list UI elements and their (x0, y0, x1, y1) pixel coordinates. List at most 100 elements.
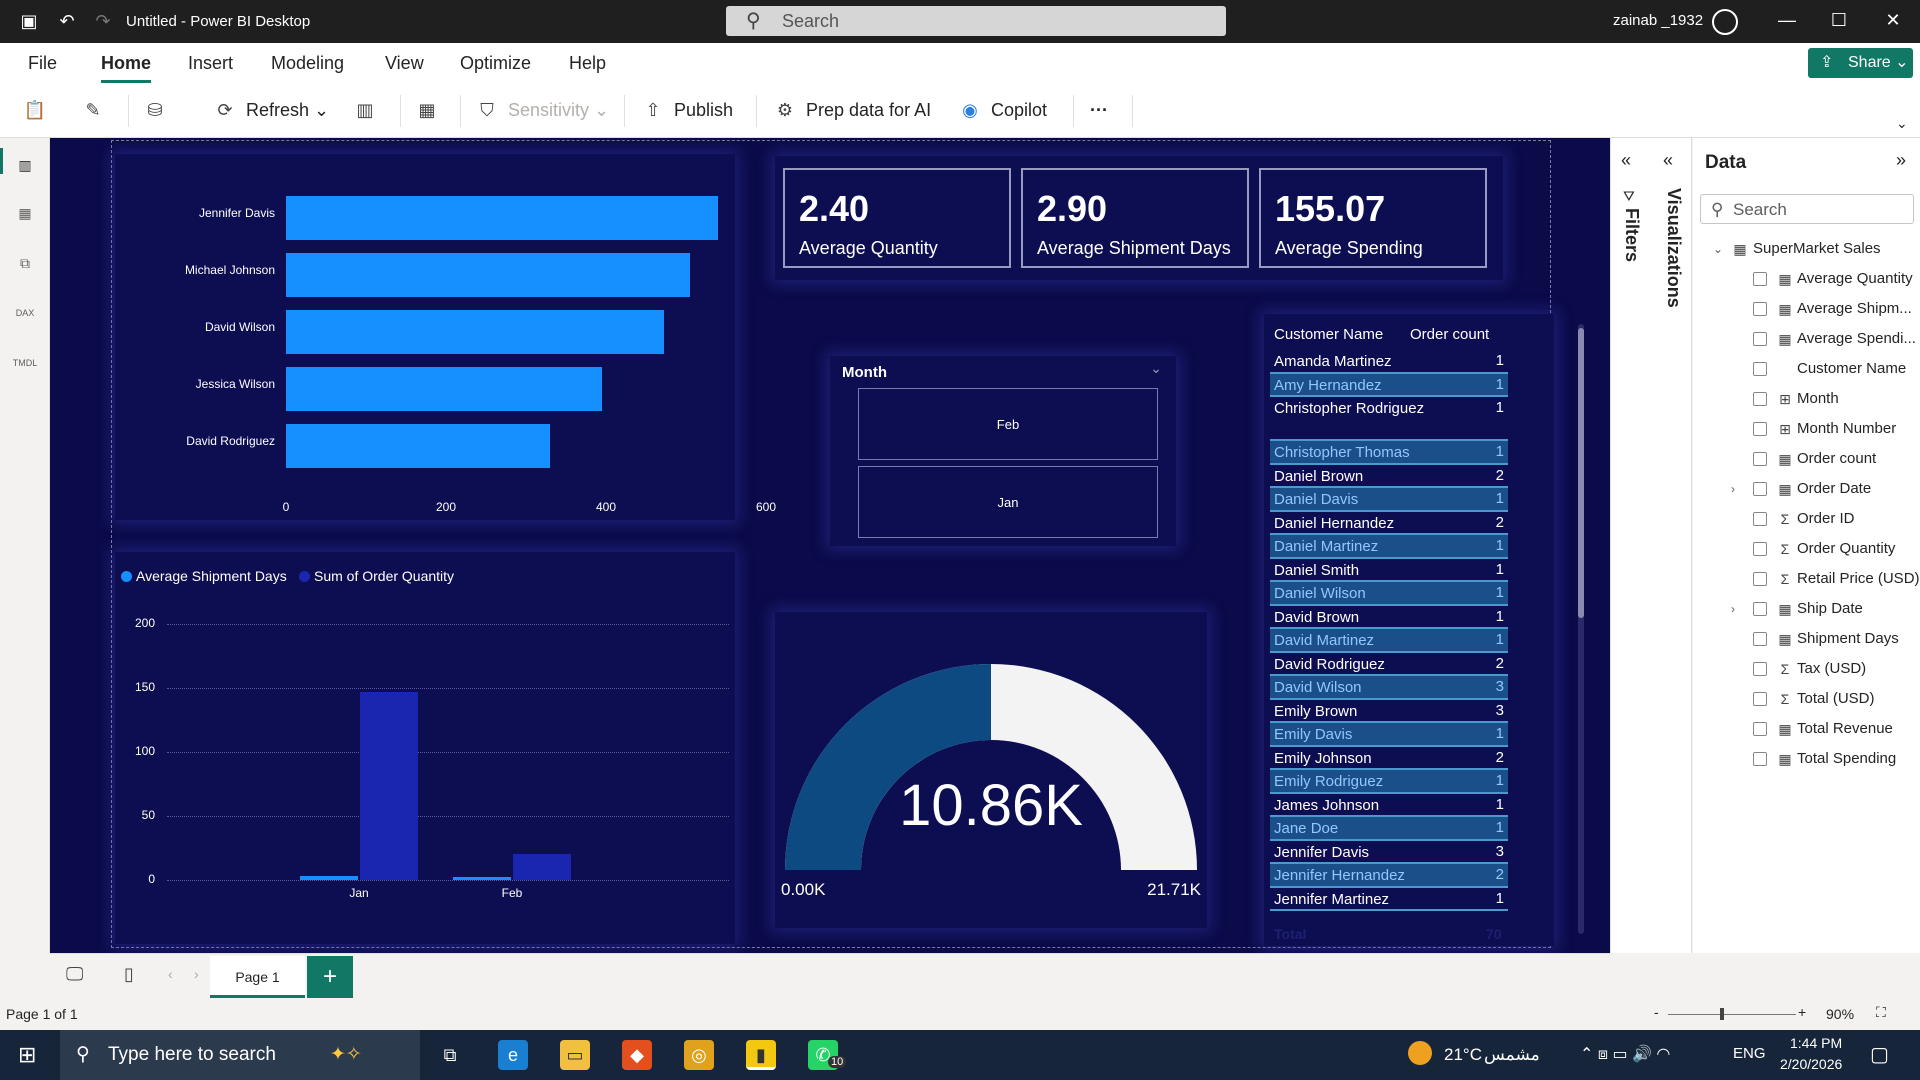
minimize-icon[interactable]: — (1778, 10, 1796, 30)
field-item[interactable]: ▦ Average Quantity (1693, 266, 1920, 292)
field-checkbox[interactable] (1753, 422, 1767, 436)
collapse-data-icon[interactable]: » (1896, 150, 1907, 170)
fit-to-page-icon[interactable]: ⛶ (1876, 1004, 1886, 1020)
paste-button[interactable]: 📋 (22, 93, 56, 127)
field-item[interactable]: ⊞ Month (1693, 386, 1920, 412)
table-scrollbar[interactable] (1578, 324, 1584, 934)
zoom-in-icon[interactable]: + (1798, 1004, 1807, 1020)
bar[interactable] (286, 196, 718, 240)
menu-insert[interactable]: Insert (188, 53, 234, 73)
field-checkbox[interactable] (1753, 452, 1767, 466)
task-view-icon[interactable]: ⧉ (443, 1045, 457, 1065)
slicer-item-feb[interactable]: Feb (858, 388, 1158, 460)
field-item[interactable]: ⊞ Month Number (1693, 416, 1920, 442)
expand-visualizations-icon[interactable]: « (1663, 150, 1674, 170)
table-row[interactable]: Christopher Rodriguez 1 (1270, 397, 1508, 441)
chrome-icon[interactable]: ◎ (684, 1040, 714, 1070)
column-header-customer[interactable]: Customer Name (1274, 326, 1384, 343)
kpi-card[interactable]: 155.07 Average Spending (1259, 168, 1487, 268)
field-checkbox[interactable] (1753, 332, 1767, 346)
field-checkbox[interactable] (1753, 392, 1767, 406)
windows-start-icon[interactable]: ⊞ (18, 1042, 37, 1067)
kpi-card[interactable]: 2.90 Average Shipment Days (1021, 168, 1249, 268)
file-explorer-icon[interactable]: ▭ (560, 1040, 590, 1070)
table-row[interactable]: David Brown 1 (1270, 606, 1508, 629)
table-row[interactable]: Emily Brown 3 (1270, 700, 1508, 723)
table-row[interactable]: Daniel Martinez 1 (1270, 535, 1508, 559)
model-view-icon[interactable]: ⧉ (20, 255, 30, 271)
field-checkbox[interactable] (1753, 272, 1767, 286)
publish-button[interactable]: ⇧ Publish (640, 93, 733, 127)
column-header-order-count[interactable]: Order count (1410, 326, 1490, 343)
table-row[interactable]: James Johnson 1 (1270, 794, 1508, 817)
more-options-button[interactable]: ··· (1090, 100, 1108, 120)
field-checkbox[interactable] (1753, 302, 1767, 316)
table-scroll-thumb[interactable] (1578, 328, 1584, 618)
menu-help[interactable]: Help (569, 53, 607, 73)
chevron-down-icon[interactable]: ⌄ (1150, 360, 1162, 376)
undo-icon[interactable]: ↶ (59, 11, 75, 31)
bar[interactable] (286, 253, 690, 297)
table-row[interactable]: Daniel Brown 2 (1270, 465, 1508, 488)
table-row[interactable]: Jennifer Martinez 1 (1270, 888, 1508, 911)
chevron-down-icon[interactable]: ⌄ (1713, 242, 1724, 256)
avatar[interactable] (1712, 9, 1738, 35)
copilot-button[interactable]: ◉ Copilot (957, 93, 1047, 127)
field-item[interactable]: Σ Order ID (1693, 506, 1920, 532)
add-page-button[interactable]: + (307, 956, 353, 998)
language-indicator[interactable]: ENG (1733, 1045, 1766, 1062)
prev-page-icon[interactable]: ‹ (168, 966, 173, 982)
table-row[interactable]: Daniel Davis 1 (1270, 488, 1508, 512)
calculator-button[interactable]: ▦ (414, 93, 448, 127)
format-painter-button[interactable]: ✎ (80, 93, 114, 127)
field-item[interactable]: ▦ Order count (1693, 446, 1920, 472)
gauge-chart[interactable]: 10.86K 0.00K 21.71K (775, 612, 1207, 928)
column-chart[interactable]: Average Shipment Days Sum of Order Quant… (115, 552, 735, 944)
report-view-icon[interactable]: ▥ (18, 157, 32, 173)
field-item[interactable]: Σ Total (USD) (1693, 686, 1920, 712)
new-visual-button[interactable]: ▥ (352, 93, 386, 127)
maximize-icon[interactable]: ☐ (1830, 10, 1848, 30)
zoom-out-icon[interactable]: - (1654, 1004, 1659, 1020)
desktop-layout-icon[interactable]: 🖵 (66, 964, 84, 984)
field-checkbox[interactable] (1753, 572, 1767, 586)
menu-file[interactable]: File (28, 53, 58, 73)
field-checkbox[interactable] (1753, 662, 1767, 676)
field-checkbox[interactable] (1753, 632, 1767, 646)
field-checkbox[interactable] (1753, 542, 1767, 556)
redo-icon[interactable]: ↷ (95, 11, 111, 31)
column[interactable] (360, 691, 418, 880)
table-view-icon[interactable]: ▦ (18, 205, 32, 221)
menu-view[interactable]: View (385, 53, 424, 73)
field-item[interactable]: Σ Retail Price (USD) (1693, 566, 1920, 592)
tmdl-view-icon[interactable]: TMDL (12, 358, 38, 368)
collapse-ribbon-icon[interactable]: ⌄ (1896, 115, 1908, 131)
search-box[interactable]: ⚲ Search (726, 6, 1226, 36)
prep-data-ai-button[interactable]: ⚙ Prep data for AI (772, 93, 931, 127)
field-item[interactable]: ▦ Average Spendi... (1693, 326, 1920, 352)
field-item[interactable]: › ▦ Ship Date (1693, 596, 1920, 622)
share-button[interactable]: ⇪ Share ⌄ (1808, 48, 1913, 78)
table-row[interactable]: David Rodriguez 2 (1270, 653, 1508, 676)
brave-icon[interactable]: ◆ (622, 1040, 652, 1070)
field-checkbox[interactable] (1753, 752, 1767, 766)
table-row[interactable]: Christopher Thomas 1 (1270, 441, 1508, 465)
next-page-icon[interactable]: › (194, 966, 199, 982)
column[interactable] (300, 876, 358, 880)
table-row[interactable]: Jane Doe 1 (1270, 817, 1508, 841)
field-checkbox[interactable] (1753, 512, 1767, 526)
bar[interactable] (286, 424, 550, 468)
field-checkbox[interactable] (1753, 482, 1767, 496)
table-row[interactable]: Jennifer Davis 3 (1270, 841, 1508, 864)
filters-pane-label[interactable]: Filters (1622, 208, 1642, 263)
taskbar-search[interactable]: ⚲ Type here to search ✦✧ (60, 1030, 420, 1080)
table-row[interactable]: Daniel Smith 1 (1270, 559, 1508, 582)
table-row[interactable]: Amy Hernandez 1 (1270, 373, 1508, 397)
table-row[interactable]: Emily Rodriguez 1 (1270, 770, 1508, 794)
table-row[interactable]: David Martinez 1 (1270, 629, 1508, 653)
edge-icon[interactable]: e (498, 1040, 528, 1070)
table-row[interactable]: Emily Johnson 2 (1270, 747, 1508, 770)
table-row[interactable]: Jennifer Hernandez 2 (1270, 864, 1508, 888)
close-icon[interactable]: ✕ (1885, 10, 1901, 30)
table-row[interactable]: Emily Davis 1 (1270, 723, 1508, 747)
